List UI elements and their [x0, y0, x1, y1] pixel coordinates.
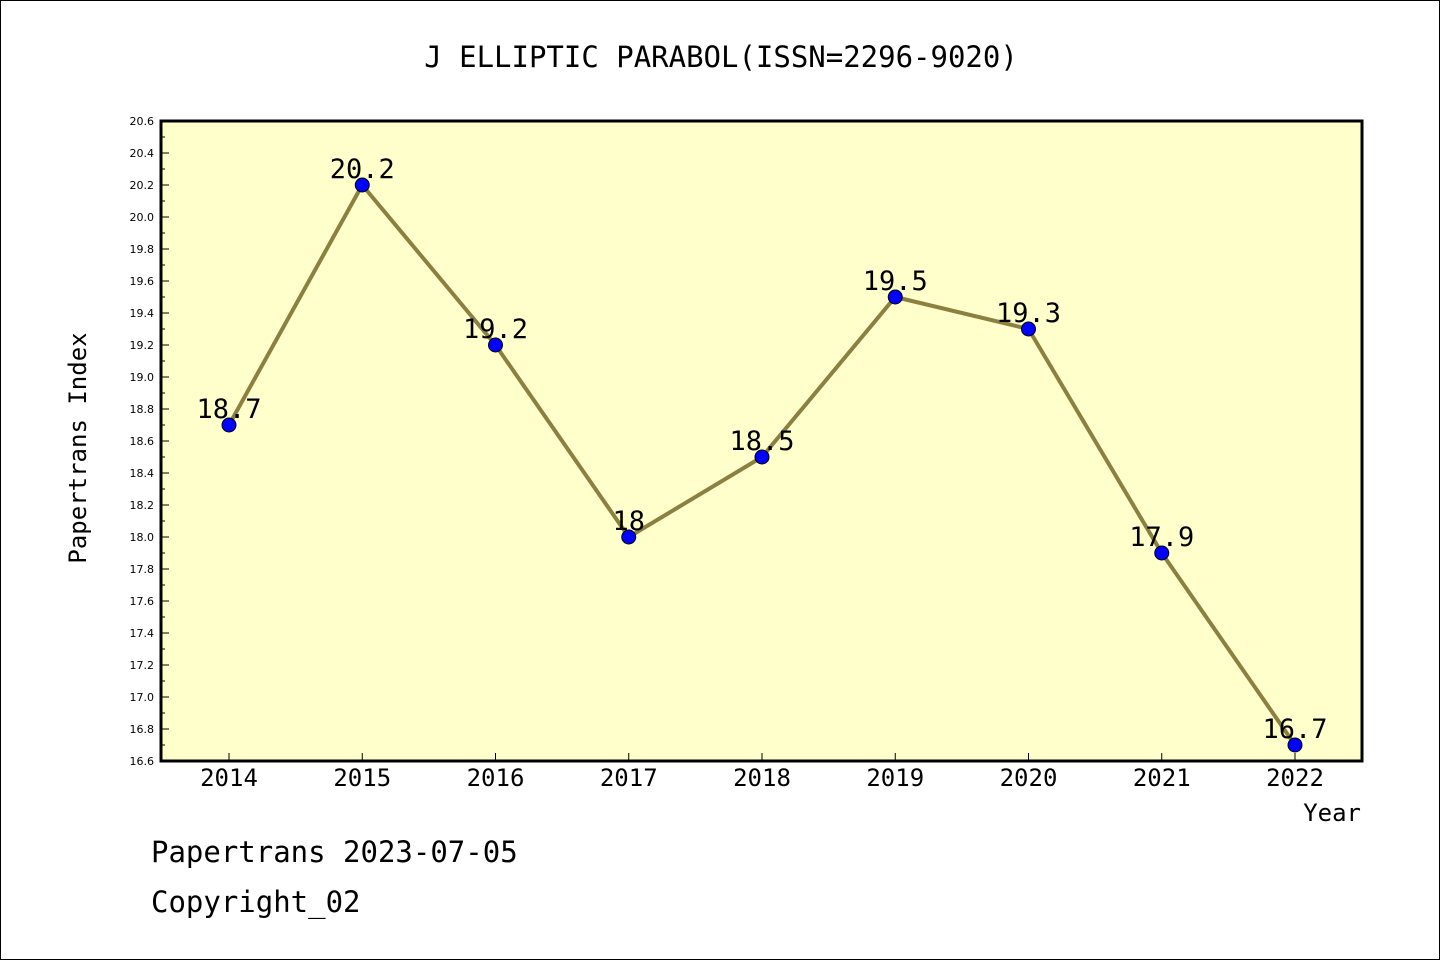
y-tick-label: 16.8 [130, 723, 155, 736]
series-markers [221, 177, 1303, 753]
y-tick-label: 16.6 [130, 755, 155, 768]
y-axis-label: Papertrans Index [64, 332, 92, 563]
x-tick-label: 2015 [333, 764, 391, 792]
x-tick-label: 2018 [733, 764, 791, 792]
y-tick-label: 17.8 [130, 563, 155, 576]
y-tick-label: 19.6 [130, 275, 155, 288]
y-tick-label: 17.0 [130, 691, 155, 704]
data-label: 18 [612, 506, 645, 537]
x-tick-label: 2014 [200, 764, 258, 792]
y-tick-label: 18.6 [130, 435, 155, 448]
footer-copyright: Copyright_02 [151, 885, 361, 919]
x-tick-label: 2021 [1133, 764, 1191, 792]
y-tick-label: 20.4 [130, 147, 155, 160]
y-tick-label: 18.0 [130, 531, 155, 544]
x-tick-label: 2019 [866, 764, 924, 792]
plot-area [161, 121, 1362, 761]
x-tick-label: 2016 [467, 764, 525, 792]
y-tick-label: 19.0 [130, 371, 155, 384]
data-point [1021, 321, 1036, 337]
y-axis-ticks: 16.6 16.8 17.0 17.2 17.4 17.6 17.8 18.0 18.2 18.4… [130, 115, 169, 768]
data-label: 18.5 [729, 426, 794, 457]
y-tick-label: 18.4 [130, 467, 155, 480]
x-tick-label: 2020 [1000, 764, 1058, 792]
data-point [488, 337, 503, 353]
y-tick-label: 19.2 [130, 339, 155, 352]
y-tick-label: 20.2 [130, 179, 155, 192]
data-point [1287, 737, 1303, 753]
x-tick-label: 2017 [600, 764, 658, 792]
data-point [621, 529, 637, 545]
y-tick-label: 19.8 [130, 243, 155, 256]
data-label: 16.7 [1262, 714, 1327, 745]
data-label: 19.3 [996, 298, 1061, 329]
data-point [887, 289, 903, 305]
y-tick-label: 17.6 [130, 595, 155, 608]
x-axis-ticks: 2014 2015 2016 2017 2018 2019 2020 2021 2022 [200, 753, 1324, 792]
data-label: 19.2 [463, 314, 528, 345]
footer-date: Papertrans 2023-07-05 [151, 835, 518, 869]
x-axis-label: Year [1303, 799, 1361, 827]
y-tick-label: 19.4 [130, 307, 155, 320]
plot-border [159, 119, 1364, 763]
y-tick-label: 18.2 [130, 499, 155, 512]
data-label: 19.5 [863, 266, 928, 297]
data-point [1154, 545, 1170, 561]
data-label: 18.7 [196, 394, 261, 425]
y-tick-label: 18.8 [130, 403, 155, 416]
data-point [221, 417, 237, 433]
chart-title: J ELLIPTIC PARABOL(ISSN=2296-9020) [424, 40, 1018, 74]
y-tick-label: 17.4 [130, 627, 155, 640]
data-point [354, 177, 370, 193]
data-labels: 18.7 20.2 19.2 18 18.5 19.5 19.3 17.9 16.7 [196, 154, 1327, 745]
x-tick-label: 2022 [1266, 764, 1324, 792]
data-point [754, 449, 770, 465]
y-tick-label: 17.2 [130, 659, 155, 672]
y-tick-label: 20.6 [130, 115, 155, 128]
y-tick-label: 20.0 [130, 211, 155, 224]
data-label: 20.2 [330, 154, 395, 185]
data-label: 17.9 [1129, 522, 1194, 553]
